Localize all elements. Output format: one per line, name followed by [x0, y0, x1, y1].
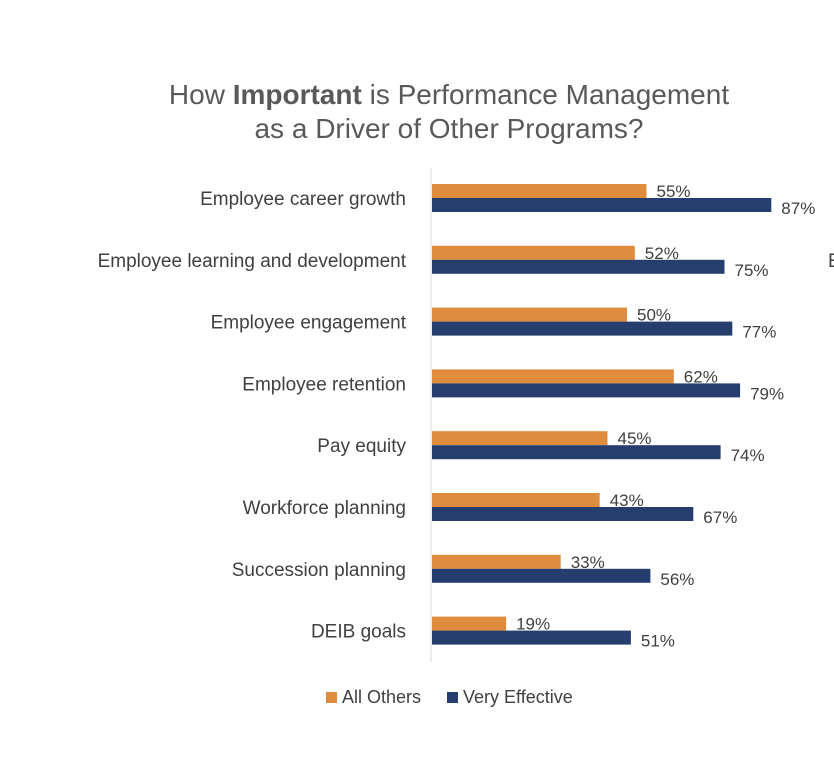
- data-label: 75%: [735, 261, 769, 280]
- bar-all-others: [432, 369, 674, 384]
- bar-all-others: [432, 245, 635, 260]
- legend-swatch: [447, 692, 458, 703]
- data-label: 79%: [750, 384, 784, 403]
- data-label: 19%: [516, 615, 550, 634]
- data-label: 56%: [660, 570, 694, 589]
- chart-title-line-2: as a Driver of Other Programs?: [254, 113, 643, 144]
- data-label: 55%: [657, 182, 691, 201]
- data-label: 52%: [645, 244, 679, 263]
- category-label: DEIB goals: [311, 622, 406, 643]
- clipped-edge-text: E: [828, 251, 834, 272]
- bar-very-effective: [432, 198, 772, 212]
- bar-all-others: [432, 184, 647, 198]
- category-label: Succession planning: [232, 560, 406, 581]
- title-segment: How: [169, 79, 233, 110]
- bar-all-others: [432, 307, 627, 322]
- title-segment: Important: [233, 79, 362, 110]
- bar-all-others: [432, 493, 600, 507]
- category-labels: Employee career growth Employee learning …: [98, 189, 407, 643]
- bar-very-effective: [432, 507, 694, 521]
- value-labels: 55% 87% 52% 75% 50% 77% 62% 79% 45% 74% 43% 67% 33% 5…: [516, 182, 815, 651]
- data-label: 67%: [703, 508, 737, 527]
- data-label: 50%: [637, 306, 671, 325]
- category-label: Employee retention: [242, 374, 406, 395]
- category-label: Employee engagement: [211, 313, 407, 334]
- legend: All Others Very Effective: [326, 687, 573, 707]
- data-label: 43%: [610, 491, 644, 510]
- bar-very-effective: [432, 321, 733, 336]
- title-segment: as a Driver of Other Programs?: [254, 113, 643, 144]
- legend-label: All Others: [342, 687, 421, 707]
- data-label: 33%: [571, 553, 605, 572]
- data-label: 51%: [641, 632, 675, 651]
- data-label: 77%: [742, 323, 776, 342]
- legend-swatch: [326, 692, 337, 703]
- bar-very-effective: [432, 568, 651, 583]
- chart-title-line-1: How Important is Performance Management: [169, 79, 729, 110]
- bar-very-effective: [432, 445, 721, 460]
- title-segment: is Performance Management: [362, 79, 730, 110]
- category-label: Workforce planning: [243, 498, 406, 519]
- bar-all-others: [432, 554, 561, 569]
- data-label: 87%: [781, 199, 815, 218]
- category-label: Employee learning and development: [98, 251, 407, 272]
- legend-label: Very Effective: [463, 687, 573, 707]
- bar-very-effective: [432, 630, 631, 645]
- category-label: Pay equity: [317, 436, 406, 457]
- data-label: 45%: [618, 429, 652, 448]
- data-label: 62%: [684, 367, 718, 386]
- bar-very-effective: [432, 383, 741, 398]
- bars: [432, 184, 772, 645]
- bar-all-others: [432, 616, 507, 631]
- bar-very-effective: [432, 259, 725, 274]
- category-label: Employee career growth: [200, 189, 406, 210]
- data-label: 74%: [731, 446, 765, 465]
- bar-all-others: [432, 431, 608, 446]
